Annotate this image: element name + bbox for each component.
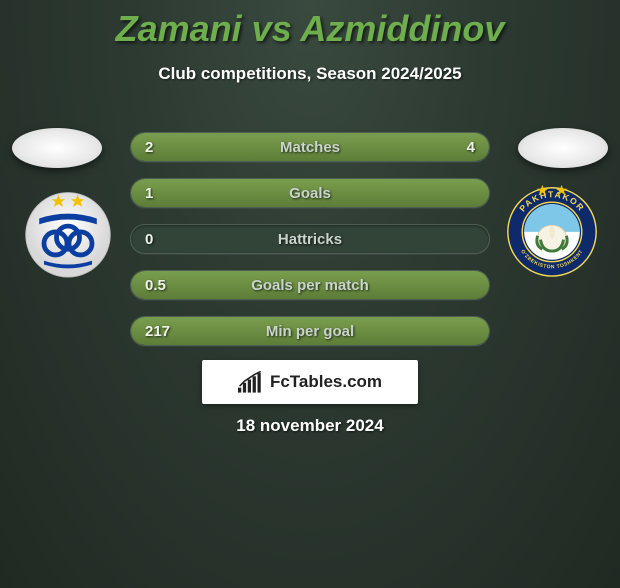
stat-value-left: 0.5 — [145, 271, 166, 299]
stat-bar-hattricks: Hattricks0 — [130, 224, 490, 254]
stat-label: Goals per match — [131, 271, 489, 299]
page-title: Zamani vs Azmiddinov — [0, 8, 620, 50]
stat-bars: Matches2 4 Goals1 Hattricks0 Goals per match… — [130, 132, 490, 346]
stat-label: Hattricks — [131, 225, 489, 253]
stat-bar-goals: Goals1 — [130, 178, 490, 208]
stat-label: Matches — [131, 133, 489, 161]
crest-right-svg: PAKHTAKOR O'ZBEKISTON TOSHKENT — [504, 182, 600, 278]
branding-text: FcTables.com — [270, 372, 382, 392]
club-crest-left — [20, 182, 116, 278]
subtitle: Club competitions, Season 2024/2025 — [0, 64, 620, 84]
stat-value-right: 4 — [467, 133, 475, 161]
stat-bar-matches: Matches2 4 — [130, 132, 490, 162]
title-right: Azmiddinov — [300, 8, 504, 49]
stat-value-left: 0 — [145, 225, 153, 253]
title-left: Zamani — [116, 8, 242, 49]
stat-value-left: 217 — [145, 317, 170, 345]
stat-label: Min per goal — [131, 317, 489, 345]
branding-icon — [238, 371, 264, 393]
stat-value-left: 1 — [145, 179, 153, 207]
player-left-headshot — [12, 128, 102, 168]
title-vs: vs — [252, 8, 292, 49]
stat-value-left: 2 — [145, 133, 153, 161]
stat-label: Goals — [131, 179, 489, 207]
date-label: 18 november 2024 — [0, 416, 620, 436]
player-right-headshot — [518, 128, 608, 168]
stat-bar-goals-per-match: Goals per match0.5 — [130, 270, 490, 300]
branding-badge: FcTables.com — [202, 360, 418, 404]
crest-left-svg — [20, 182, 116, 278]
club-crest-right: PAKHTAKOR O'ZBEKISTON TOSHKENT — [504, 182, 600, 278]
stat-bar-min-per-goal: Min per goal217 — [130, 316, 490, 346]
